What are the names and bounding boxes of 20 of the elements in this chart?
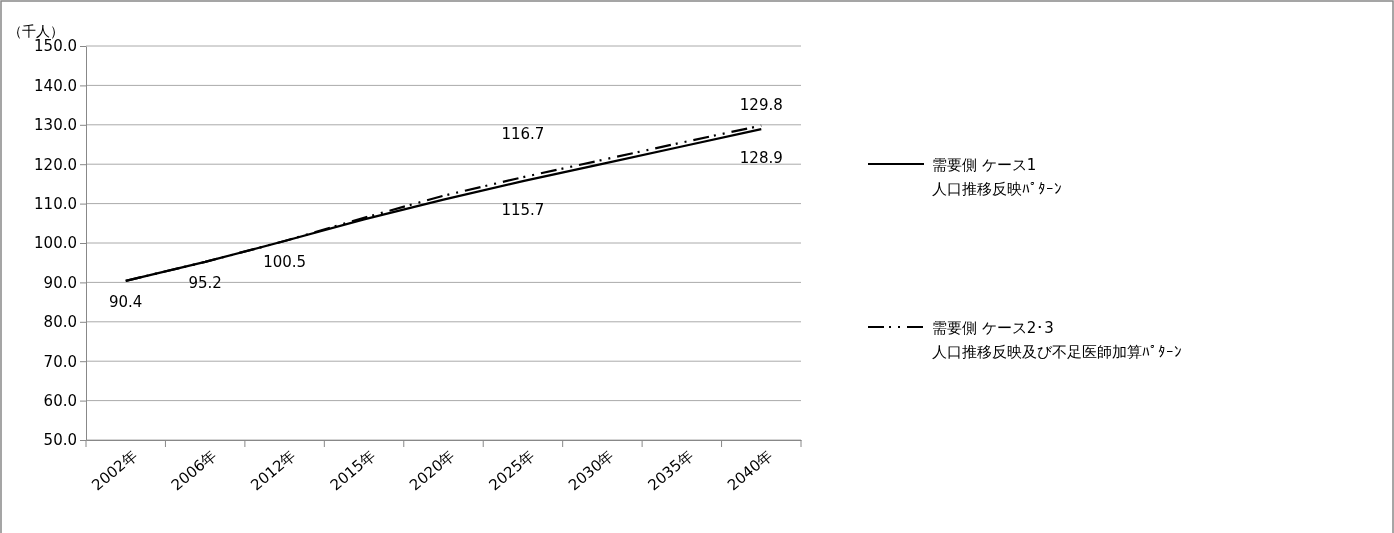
legend-label: 需要側 ケース2･3 人口推移反映及び不足医師加算ﾊﾟﾀｰﾝ <box>932 319 1182 361</box>
y-tick-label: 70.0 <box>43 352 77 371</box>
y-tick-label: 100.0 <box>34 234 77 253</box>
data-label: 115.7 <box>501 201 545 220</box>
y-tick-label: 110.0 <box>34 194 77 213</box>
data-label: 95.2 <box>188 273 222 292</box>
y-tick-label: 90.0 <box>43 273 77 292</box>
data-label: 116.7 <box>501 125 545 144</box>
data-label: 90.4 <box>109 292 143 311</box>
legend-label: 需要側 ケース1 人口推移反映ﾊﾟﾀｰﾝ <box>932 156 1062 198</box>
y-tick-label: 50.0 <box>43 431 77 450</box>
data-label: 100.5 <box>263 253 307 272</box>
data-label: 128.9 <box>739 149 783 168</box>
y-tick-label: 80.0 <box>43 313 77 332</box>
y-tick-label: 60.0 <box>43 391 77 410</box>
y-tick-label: 120.0 <box>34 155 77 174</box>
y-tick-label: 130.0 <box>34 116 77 135</box>
y-axis-title: （千人） <box>8 23 64 39</box>
y-tick-label: 140.0 <box>34 76 77 95</box>
data-label: 129.8 <box>739 95 783 114</box>
